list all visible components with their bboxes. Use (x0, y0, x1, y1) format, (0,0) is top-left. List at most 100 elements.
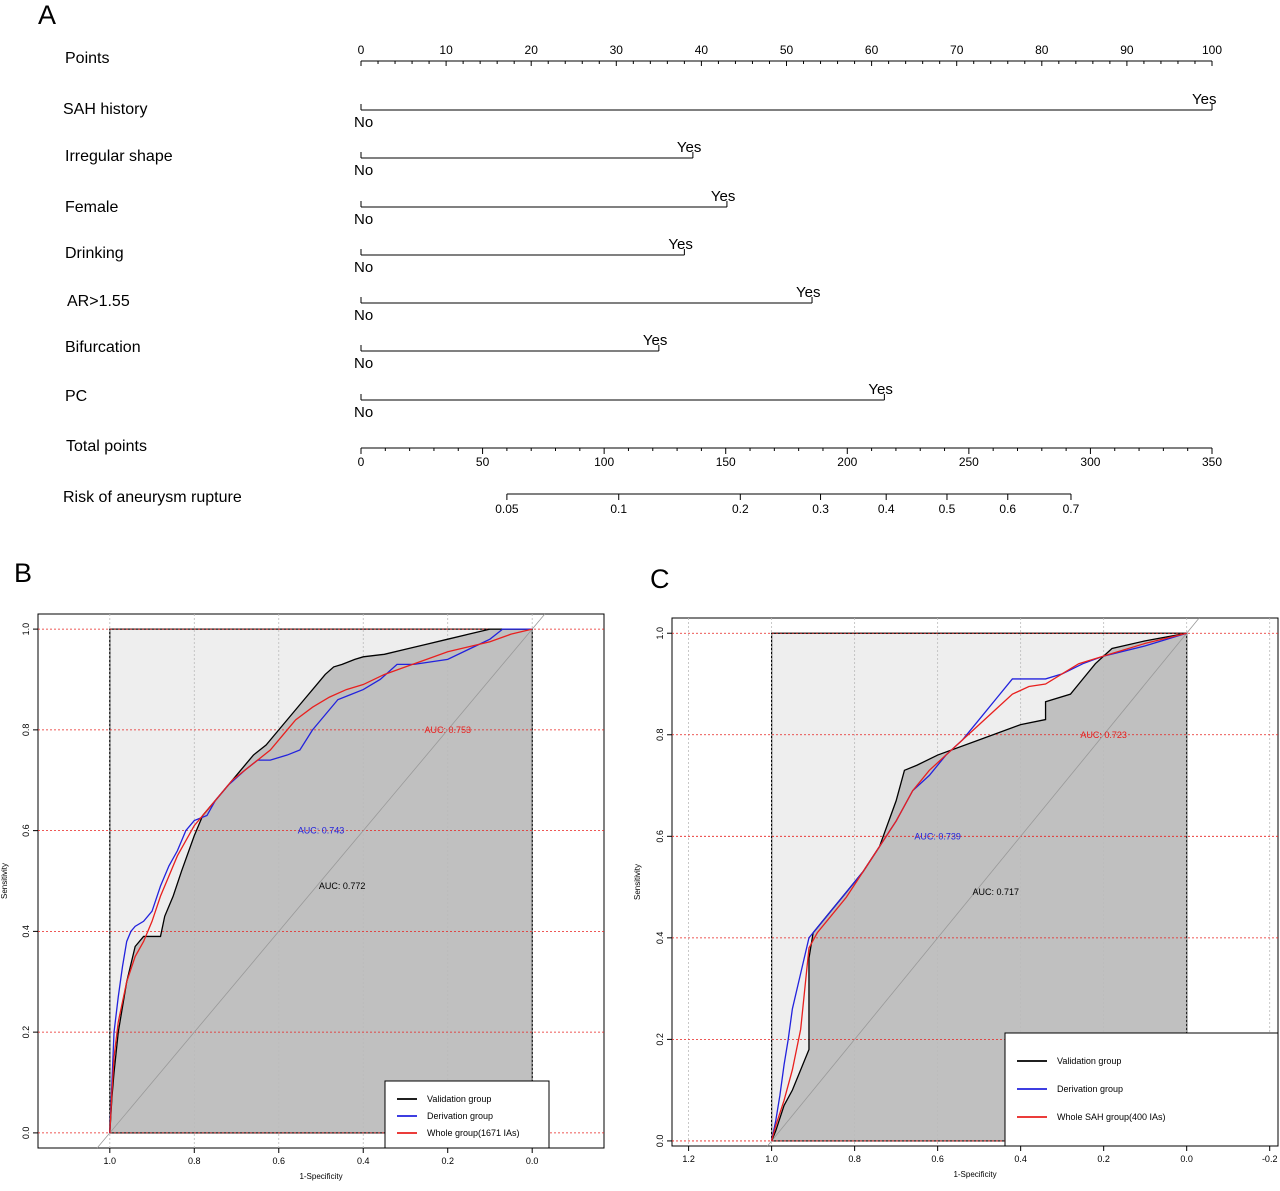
roc-curve-series-2 (109, 628, 533, 1133)
total-axis-tick-label: 50 (476, 455, 490, 469)
legend-entry-label: Derivation group (427, 1111, 493, 1121)
auc-label: AUC: 0.739 (914, 831, 961, 841)
y-axis-tick-label: 0.2 (655, 1033, 665, 1046)
risk-axis-tick-label: 0.7 (1063, 502, 1080, 516)
legend-entry-label: Derivation group (1057, 1084, 1123, 1094)
points-axis-tick-label: 0 (358, 43, 365, 57)
y-axis-tick-label: 0.6 (655, 830, 665, 843)
points-axis-tick-label: 10 (439, 43, 453, 57)
level-yes-label: Yes (643, 332, 667, 349)
roc-curve-series-2 (770, 632, 1187, 1142)
legend-entry-label: Validation group (427, 1094, 491, 1104)
variable-label: SAH history (63, 101, 147, 118)
points-axis-tick-label: 30 (610, 43, 624, 57)
risk-axis-label: Risk of aneurysm rupture (63, 489, 242, 506)
y-axis-tick-label: 0.4 (655, 932, 665, 945)
legend-box (1004, 1032, 1279, 1147)
risk-axis-tick-label: 0.2 (732, 502, 749, 516)
legend: Validation group Derivation group Whole gr… (384, 1080, 550, 1149)
auc-label: AUC: 0.717 (972, 887, 1019, 897)
risk-axis-tick-label: 0.1 (610, 502, 627, 516)
roc-chart-c: AUC: 0.723 AUC: 0.739 AUC: 0.717 1.2 1.0 0.8 0… (633, 617, 1279, 1179)
level-no-label: No (354, 162, 373, 179)
y-axis-label: Sensitivity (633, 864, 642, 900)
risk-axis-tick-label: 0.5 (939, 502, 956, 516)
total-axis-tick-label: 0 (358, 455, 365, 469)
variable-label: Irregular shape (65, 148, 173, 165)
total-axis-tick-label: 300 (1080, 455, 1100, 469)
level-yes-label: Yes (868, 381, 892, 398)
roc-curve-series-0 (109, 628, 533, 1133)
variable-label: Drinking (65, 245, 124, 262)
risk-axis-tick-label: 0.6 (999, 502, 1016, 516)
variable-label: Bifurcation (65, 339, 141, 356)
level-no-label: No (354, 259, 373, 276)
total-axis-tick-label: 200 (837, 455, 857, 469)
y-axis-tick-label: 1.0 (21, 623, 31, 636)
y-axis-tick-label: 0.4 (21, 925, 31, 938)
total-axis-tick-label: 150 (716, 455, 736, 469)
x-axis-tick-label: 0.6 (931, 1154, 944, 1164)
x-axis-label: 1-Specificity (953, 1170, 996, 1179)
auc-label: AUC: 0.772 (319, 881, 366, 891)
points-axis-tick-label: 90 (1120, 43, 1134, 57)
risk-axis-tick-label: 0.05 (495, 502, 519, 516)
y-axis-label: Sensitivity (0, 863, 9, 899)
y-axis-tick-label: 0.6 (21, 824, 31, 837)
chance-diagonal (767, 617, 1200, 1147)
points-axis-label: Points (65, 50, 109, 67)
points-axis-tick-label: 20 (525, 43, 539, 57)
legend: Validation group Derivation group Whole SA… (1004, 1032, 1279, 1147)
level-no-label: No (354, 211, 373, 228)
level-yes-label: Yes (1192, 91, 1216, 108)
x-axis-tick-label: 0.6 (273, 1156, 286, 1166)
points-axis-tick-label: 80 (1035, 43, 1049, 57)
roc-curve-series-0 (771, 632, 1187, 1142)
total-axis-label: Total points (66, 438, 147, 455)
roc-space-border (109, 628, 533, 1134)
level-yes-label: Yes (668, 236, 692, 253)
x-axis-tick-label: 0.4 (1014, 1154, 1027, 1164)
panel-letter-a: A (38, 0, 56, 30)
risk-axis-tick-label: 0.4 (878, 502, 895, 516)
panel-letter-b: B (14, 558, 32, 588)
x-axis-tick-label: 1.0 (104, 1156, 117, 1166)
y-axis-tick-label: 0.8 (655, 729, 665, 742)
variable-label: PC (65, 388, 87, 405)
level-no-label: No (354, 355, 373, 372)
auc-label: AUC: 0.743 (298, 826, 345, 836)
x-axis-tick-label: 1.2 (682, 1154, 695, 1164)
total-axis-tick-label: 350 (1202, 455, 1222, 469)
level-yes-label: Yes (677, 139, 701, 156)
x-axis-tick-label: 0.0 (1180, 1154, 1193, 1164)
total-axis-tick-label: 100 (594, 455, 614, 469)
legend-box (384, 1080, 550, 1149)
x-axis-tick-label: -0.2 (1262, 1154, 1278, 1164)
points-axis-tick-label: 40 (695, 43, 709, 57)
x-axis-tick-label: 0.8 (188, 1156, 201, 1166)
legend-entry-label: Whole SAH group(400 IAs) (1057, 1112, 1166, 1122)
x-axis-tick-label: 1.0 (765, 1154, 778, 1164)
y-axis-tick-label: 0.2 (21, 1026, 31, 1039)
auc-label: AUC: 0.753 (424, 725, 471, 735)
x-axis-tick-label: 0.8 (848, 1154, 861, 1164)
chance-diagonal (96, 613, 546, 1149)
level-no-label: No (354, 114, 373, 131)
legend-entry-label: Validation group (1057, 1056, 1121, 1066)
level-no-label: No (354, 404, 373, 421)
variable-label: Female (65, 199, 118, 216)
x-axis-tick-label: 0.2 (1097, 1154, 1110, 1164)
points-axis-tick-label: 60 (865, 43, 879, 57)
nomogram: Points 0 10 20 30 40 50 60 70 80 90 100 SAH history N… (63, 43, 1222, 516)
panel-letter-c: C (650, 564, 670, 594)
points-axis-tick-label: 70 (950, 43, 964, 57)
x-axis-label: 1-Specificity (299, 1172, 342, 1181)
points-axis-tick-label: 100 (1202, 43, 1222, 57)
roc-chart-b: AUC: 0.753 AUC: 0.743 AUC: 0.772 1.0 0.8 0.6 0… (0, 613, 605, 1181)
x-axis-tick-label: 0.4 (357, 1156, 370, 1166)
y-axis-tick-label: 0.8 (21, 724, 31, 737)
total-axis-tick-label: 250 (959, 455, 979, 469)
auc-label: AUC: 0.723 (1080, 730, 1127, 740)
roc-curve-series-1 (109, 628, 533, 1133)
